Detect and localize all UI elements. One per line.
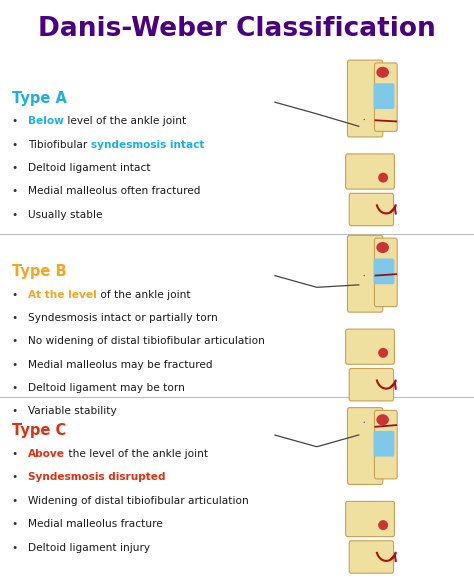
Text: Below: Below [28, 116, 64, 126]
Text: •: • [12, 163, 18, 173]
Text: Medial malleolus may be fractured: Medial malleolus may be fractured [28, 360, 213, 370]
FancyBboxPatch shape [374, 431, 394, 457]
Text: •: • [12, 449, 18, 459]
Ellipse shape [378, 348, 388, 358]
Text: Deltoid ligament may be torn: Deltoid ligament may be torn [28, 383, 185, 393]
FancyBboxPatch shape [349, 193, 393, 226]
Text: Usually stable: Usually stable [28, 210, 103, 220]
Text: •: • [12, 313, 18, 323]
Text: Tibiofibular: Tibiofibular [28, 140, 91, 150]
Text: •: • [12, 406, 18, 416]
Text: Deltoid ligament injury: Deltoid ligament injury [28, 543, 151, 552]
Text: Deltoid ligament intact: Deltoid ligament intact [28, 163, 151, 173]
Text: •: • [12, 186, 18, 196]
Text: •: • [12, 383, 18, 393]
FancyBboxPatch shape [349, 541, 393, 573]
FancyBboxPatch shape [374, 238, 397, 307]
FancyBboxPatch shape [0, 0, 474, 38]
Text: of the ankle joint: of the ankle joint [97, 290, 191, 300]
FancyBboxPatch shape [347, 60, 383, 137]
Text: the level of the ankle joint: the level of the ankle joint [65, 449, 209, 459]
Circle shape [364, 422, 365, 423]
Text: level of the ankle joint: level of the ankle joint [64, 116, 187, 126]
Text: Variable stability: Variable stability [28, 406, 117, 416]
FancyBboxPatch shape [374, 84, 394, 109]
Text: Type C: Type C [12, 423, 66, 439]
Text: Type A: Type A [12, 91, 67, 106]
Text: •: • [12, 496, 18, 506]
Text: •: • [12, 519, 18, 529]
Text: •: • [12, 290, 18, 300]
Ellipse shape [376, 242, 389, 253]
Text: Above: Above [28, 449, 65, 459]
Text: Syndesmosis intact or partially torn: Syndesmosis intact or partially torn [28, 313, 218, 323]
Text: syndesmosis intact: syndesmosis intact [91, 140, 204, 150]
Text: No widening of distal tibiofibular articulation: No widening of distal tibiofibular artic… [28, 336, 265, 346]
FancyBboxPatch shape [346, 502, 394, 537]
Text: Danis-Weber Classification: Danis-Weber Classification [38, 16, 436, 43]
Text: •: • [12, 472, 18, 482]
FancyBboxPatch shape [374, 63, 397, 131]
Text: Type B: Type B [12, 264, 66, 279]
Text: Widening of distal tibiofibular articulation: Widening of distal tibiofibular articula… [28, 496, 249, 506]
Text: Medial malleolus often fractured: Medial malleolus often fractured [28, 186, 201, 196]
Text: •: • [12, 116, 18, 126]
FancyBboxPatch shape [347, 235, 383, 312]
FancyBboxPatch shape [374, 259, 394, 284]
Text: •: • [12, 210, 18, 220]
Text: Medial malleolus fracture: Medial malleolus fracture [28, 519, 163, 529]
Text: At the level: At the level [28, 290, 97, 300]
FancyBboxPatch shape [347, 408, 383, 485]
Ellipse shape [376, 414, 389, 425]
FancyBboxPatch shape [374, 411, 397, 479]
Text: •: • [12, 543, 18, 552]
FancyBboxPatch shape [349, 369, 393, 401]
Ellipse shape [376, 67, 389, 78]
Text: Syndesmosis disrupted: Syndesmosis disrupted [28, 472, 166, 482]
Ellipse shape [378, 520, 388, 530]
Text: •: • [12, 360, 18, 370]
FancyBboxPatch shape [346, 329, 394, 364]
Circle shape [364, 275, 365, 276]
Text: •: • [12, 140, 18, 150]
Ellipse shape [378, 173, 388, 183]
Circle shape [364, 119, 365, 120]
FancyBboxPatch shape [346, 154, 394, 189]
Text: •: • [12, 336, 18, 346]
